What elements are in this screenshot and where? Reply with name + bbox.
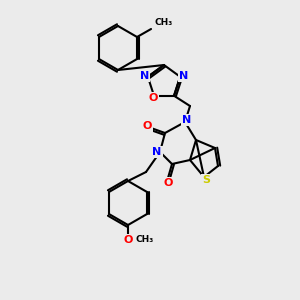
Text: N: N xyxy=(140,71,149,81)
Text: N: N xyxy=(152,147,162,157)
Text: N: N xyxy=(178,71,188,81)
Text: O: O xyxy=(163,178,173,188)
Text: O: O xyxy=(148,93,158,103)
Text: O: O xyxy=(142,121,152,131)
Text: N: N xyxy=(182,115,192,125)
Text: CH₃: CH₃ xyxy=(154,18,172,27)
Text: S: S xyxy=(202,175,210,185)
Text: CH₃: CH₃ xyxy=(135,236,153,244)
Text: O: O xyxy=(123,235,133,245)
